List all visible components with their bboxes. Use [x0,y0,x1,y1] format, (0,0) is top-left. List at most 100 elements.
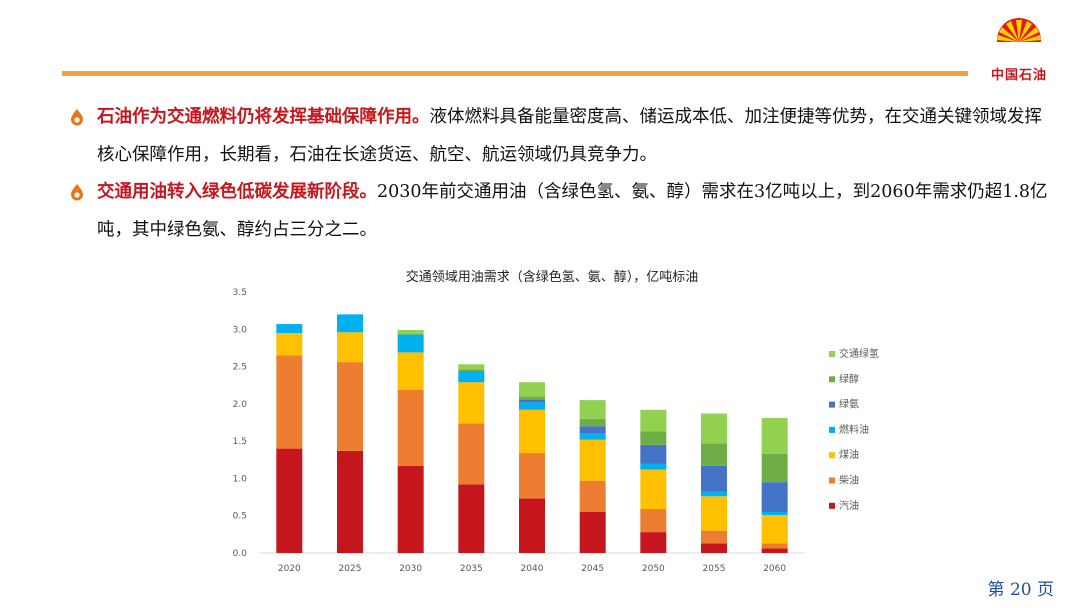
bar-segment [276,355,303,449]
x-tick-label: 2045 [581,564,604,574]
bar-segment [640,469,667,510]
bar-segment [701,496,727,531]
bar-segment [701,413,727,444]
bullet-body: 液体燃料具备能量密度高、储运成本低、加注便捷等优势，在交通关键领域发挥核心保障作… [97,107,1042,165]
legend-label: 汽油 [839,499,859,512]
petrochina-logo-icon [996,18,1042,62]
bar-segment [579,511,606,553]
chart-svg: 交通领域用油需求（含绿色氢、氨、醇），亿吨标油 0.0 0.5 1.0 1.5 2.0 2.… [233,269,879,574]
legend-label: 绿醇 [839,372,859,385]
bar-segment [761,514,788,544]
bar-segment [519,453,545,499]
bar-segment [276,333,303,356]
bar-segment [640,431,667,445]
page-number-value: 20 [1009,580,1032,600]
bar-segment [761,482,788,512]
bar-segment [458,382,485,424]
bar-segment [640,509,667,533]
bar-segment [276,324,303,334]
x-tick-label: 2025 [339,564,362,574]
bullet-text: 石油作为交通燃料仍将发挥基础保障作用。液体燃料具备能量密度高、储运成本低、加注便… [70,98,1050,174]
legend-label: 绿氨 [839,398,859,411]
bar-segment [397,330,424,335]
bar-segment [579,433,606,440]
bar-segment [276,448,303,553]
legend-swatch [829,452,835,459]
legend-swatch [829,351,835,357]
legend-swatch [829,426,835,433]
bar-segment [701,543,727,553]
x-tick-label: 2020 [278,564,301,574]
header-rule [62,71,968,76]
bullet-highlight: 石油作为交通燃料仍将发挥基础保障作用。 [97,107,430,127]
bar-segment [397,389,424,466]
legend-swatch [829,477,835,484]
bar-segment [519,409,545,454]
y-tick-label: 2.0 [233,400,248,410]
page-number-suffix: 页 [1037,580,1054,600]
logo-text: 中国石油 [990,68,1047,83]
y-tick-label: 1.5 [233,437,247,447]
legend-label: 柴油 [839,474,859,487]
bullet-point: 石油作为交通燃料仍将发挥基础保障作用。液体燃料具备能量密度高、储运成本低、加注便… [70,98,1050,174]
x-tick-label: 2050 [642,564,665,574]
bar-segment [761,548,788,553]
x-tick-label: 2055 [703,564,726,574]
bar-segment [701,491,727,497]
bar-segment [761,418,788,454]
bar-segment [337,314,363,333]
bar-segment [640,532,667,553]
bar-segment [640,444,667,464]
page-number: 第 20 页 [988,575,1054,600]
flame-bullet-icon [71,184,83,201]
bar-segment [519,498,545,553]
bar-segment [458,423,485,485]
x-tick-label: 2035 [460,564,483,574]
legend-swatch [829,401,835,408]
bar-segment [579,426,606,434]
bar-segment [397,334,424,353]
x-tick-label: 2040 [521,564,544,574]
y-tick-label: 3.5 [233,288,247,298]
legend-label: 煤油 [839,448,859,461]
bar-segment [761,453,788,483]
bar-segment [519,402,545,410]
bar-segment [579,439,606,481]
bar-segment [701,530,727,544]
bar-segment [458,369,485,372]
x-tick-label: 2060 [763,564,786,574]
flame-bullet-icon [71,109,83,126]
x-tick-label: 2030 [399,564,422,574]
legend-label: 交通绿氢 [839,347,879,360]
legend-label: 燃料油 [839,423,869,436]
bullet-highlight: 交通用油转入绿色低碳发展新阶段。 [97,182,377,202]
bar-segment [519,399,545,403]
bar-segment [640,409,667,432]
bar-segment [640,463,667,470]
legend-swatch [829,502,835,509]
chart-title: 交通领域用油需求（含绿色氢、氨、醇），亿吨标油 [406,269,699,285]
bullet-text: 交通用油转入绿色低碳发展新阶段。2030年前交通用油（含绿色氢、氨、醇）需求在3… [70,173,1050,249]
bar-segment [458,371,485,383]
bar-segment [337,362,363,451]
bullet-body: 2030年前交通用油（含绿色氢、氨、醇）需求在3亿吨以上，到2060年需求仍超1… [97,182,1048,240]
bullet-point: 交通用油转入绿色低碳发展新阶段。2030年前交通用油（含绿色氢、氨、醇）需求在3… [70,173,1050,249]
bar-segment [519,396,545,400]
y-tick-label: 1.0 [233,474,248,484]
bar-segment [397,465,424,553]
bar-segment [337,450,363,553]
bar-segment [701,465,727,492]
bar-segment [519,382,545,397]
bar-segment [761,543,788,549]
bar-segment [397,352,424,390]
stacked-bar-chart: 交通领域用油需求（含绿色氢、氨、醇），亿吨标油 0.0 0.5 1.0 1.5 2.0 2.… [215,262,905,582]
bar-segment [458,364,485,370]
bar-segment [701,443,727,466]
y-tick-label: 0.5 [233,512,247,522]
bar-segment [458,484,485,553]
bar-segment [761,511,788,515]
y-tick-label: 3.0 [233,325,248,335]
y-tick-label: 2.5 [233,363,247,373]
y-tick-label: 0.0 [233,549,248,559]
bar-segment [579,480,606,512]
